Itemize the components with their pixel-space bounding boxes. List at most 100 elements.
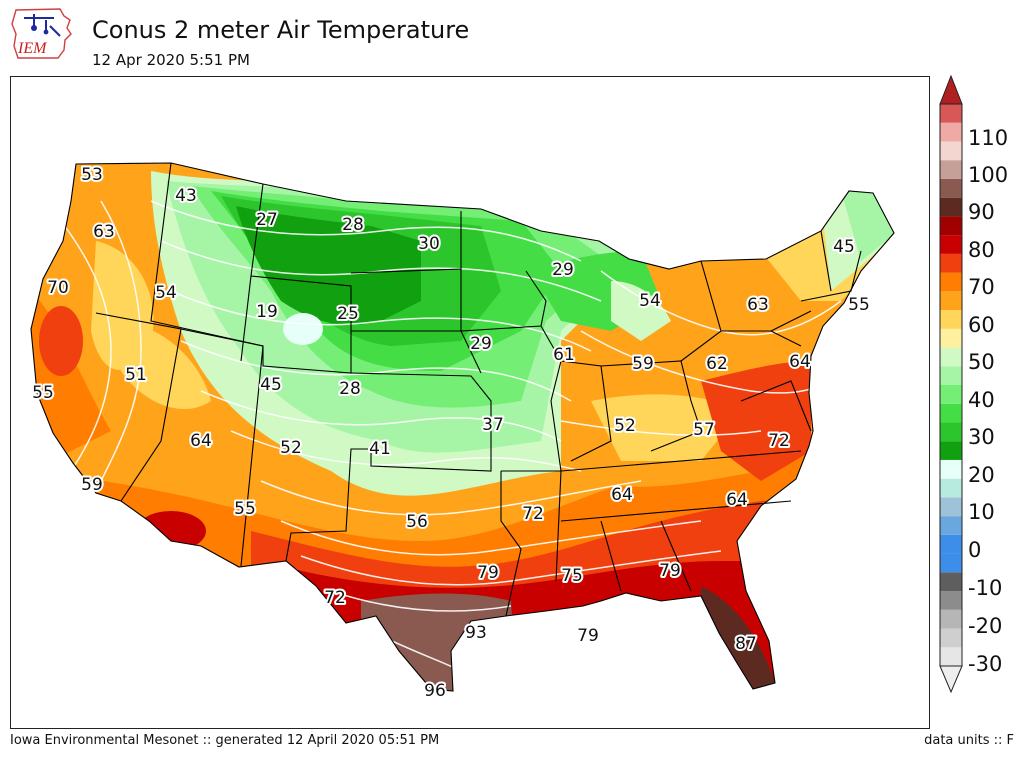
legend-tick-label: 100 xyxy=(968,163,1008,187)
legend-tick-label: 110 xyxy=(968,126,1008,150)
temp-label: 52 xyxy=(280,438,302,458)
temp-label: 57 xyxy=(693,420,715,440)
station-labels: 53 43 27 28 30 45 63 29 54 70 54 19 25 6… xyxy=(30,163,872,703)
temp-label: 45 xyxy=(833,237,855,257)
color-legend: 110 100 90 80 70 60 50 40 30 20 10 0 -10… xyxy=(939,74,1008,694)
state-boundaries xyxy=(30,162,895,692)
temp-label: 43 xyxy=(175,186,197,206)
legend-bin xyxy=(940,122,962,142)
temp-label: 79 xyxy=(577,626,599,646)
temp-label: 54 xyxy=(155,283,177,303)
temp-label: 55 xyxy=(32,383,54,403)
legend-bin xyxy=(940,178,962,198)
legend-bin xyxy=(940,478,962,498)
legend-bin xyxy=(940,366,962,385)
legend-bin xyxy=(940,160,962,179)
temp-label: 30 xyxy=(418,234,440,254)
legend-bin xyxy=(940,441,962,460)
temp-label: 52 xyxy=(614,416,636,436)
legend-bin xyxy=(940,291,962,311)
legend-bin xyxy=(940,328,962,348)
temp-label: 72 xyxy=(768,431,790,451)
map-timestamp: 12 Apr 2020 5:51 PM xyxy=(92,51,250,69)
legend-tick-label: 90 xyxy=(968,200,995,224)
temp-label: 61 xyxy=(553,345,575,365)
temp-label: 28 xyxy=(342,215,364,235)
temp-label: 29 xyxy=(470,334,492,354)
map-panel: 53 43 27 28 30 45 63 29 54 70 54 19 25 6… xyxy=(10,76,930,729)
temp-label: 37 xyxy=(482,415,504,435)
legend-bin xyxy=(940,591,962,610)
legend-frame xyxy=(939,103,963,667)
temp-label: 59 xyxy=(632,354,654,374)
temp-label: 63 xyxy=(93,222,115,242)
legend-bin xyxy=(940,516,962,535)
temp-label: 63 xyxy=(747,295,769,315)
legend-over-arrow xyxy=(939,74,963,105)
legend-bin xyxy=(940,609,962,629)
legend-under-arrow xyxy=(939,665,963,694)
legend-bin xyxy=(940,104,962,123)
temp-label: 64 xyxy=(611,485,633,505)
legend-bin xyxy=(940,497,962,517)
legend-tick-label: 30 xyxy=(968,425,995,449)
temp-label: 19 xyxy=(256,302,278,322)
legend-bin xyxy=(940,553,962,573)
legend-labels: 110 100 90 80 70 60 50 40 30 20 10 0 -10… xyxy=(968,126,1008,676)
temp-label: 25 xyxy=(337,304,359,324)
legend-bin xyxy=(940,272,962,292)
temp-label: 29 xyxy=(552,260,574,280)
temp-label: 64 xyxy=(190,431,212,451)
legend-bin xyxy=(940,628,962,648)
temp-label: 45 xyxy=(260,375,282,395)
logo-text: IEM xyxy=(17,40,48,57)
legend-tick-label: 0 xyxy=(968,538,981,562)
temp-label: 54 xyxy=(639,291,661,311)
contour-lines xyxy=(60,200,842,672)
temp-label: 64 xyxy=(726,490,748,510)
legend-bin xyxy=(940,253,962,273)
temp-label: 93 xyxy=(465,623,487,643)
footer-credit: Iowa Environmental Mesonet :: generated … xyxy=(10,733,440,748)
temp-label: 28 xyxy=(339,379,361,399)
legend-bins xyxy=(939,74,963,694)
temp-label: 59 xyxy=(81,475,103,495)
legend-bin xyxy=(940,141,962,161)
legend-bin xyxy=(940,459,962,479)
iem-logo: IEM xyxy=(11,8,72,59)
legend-bin xyxy=(940,422,962,442)
footer-units: data units :: F xyxy=(924,733,1014,748)
temp-label: 75 xyxy=(561,566,583,586)
temp-label: 96 xyxy=(424,681,446,701)
legend-bin xyxy=(940,534,962,554)
temp-label: 64 xyxy=(789,352,811,372)
map-title: Conus 2 meter Air Temperature xyxy=(92,16,470,44)
temp-label: 56 xyxy=(406,512,428,532)
legend-tick-label: 60 xyxy=(968,313,995,337)
map-svg: 53 43 27 28 30 45 63 29 54 70 54 19 25 6… xyxy=(30,162,895,703)
temp-label: 79 xyxy=(659,561,681,581)
legend-bin xyxy=(940,310,962,329)
legend-tick-label: 50 xyxy=(968,350,995,374)
temp-label: 87 xyxy=(735,634,757,654)
temp-label: 79 xyxy=(477,563,499,583)
legend-bin xyxy=(940,385,962,404)
temp-label: 70 xyxy=(47,278,69,298)
legend-tick-label: 70 xyxy=(968,275,995,299)
temp-label: 72 xyxy=(522,504,544,524)
legend-bin xyxy=(940,647,962,666)
temp-label: 51 xyxy=(125,365,147,385)
legend-bin xyxy=(940,235,962,254)
temp-label: 55 xyxy=(848,295,870,315)
legend-tick-label: 20 xyxy=(968,463,995,487)
legend-tick-label: 80 xyxy=(968,238,995,262)
temp-label: 53 xyxy=(81,165,103,185)
legend-bin xyxy=(940,403,962,423)
temp-label: 55 xyxy=(234,499,256,519)
temp-label: 27 xyxy=(256,210,278,230)
legend-bin xyxy=(940,216,962,236)
legend-tick-label: -20 xyxy=(968,614,1002,638)
legend-bin xyxy=(940,347,962,367)
legend-bin xyxy=(940,197,962,217)
legend-tick-label: -10 xyxy=(968,576,1002,600)
